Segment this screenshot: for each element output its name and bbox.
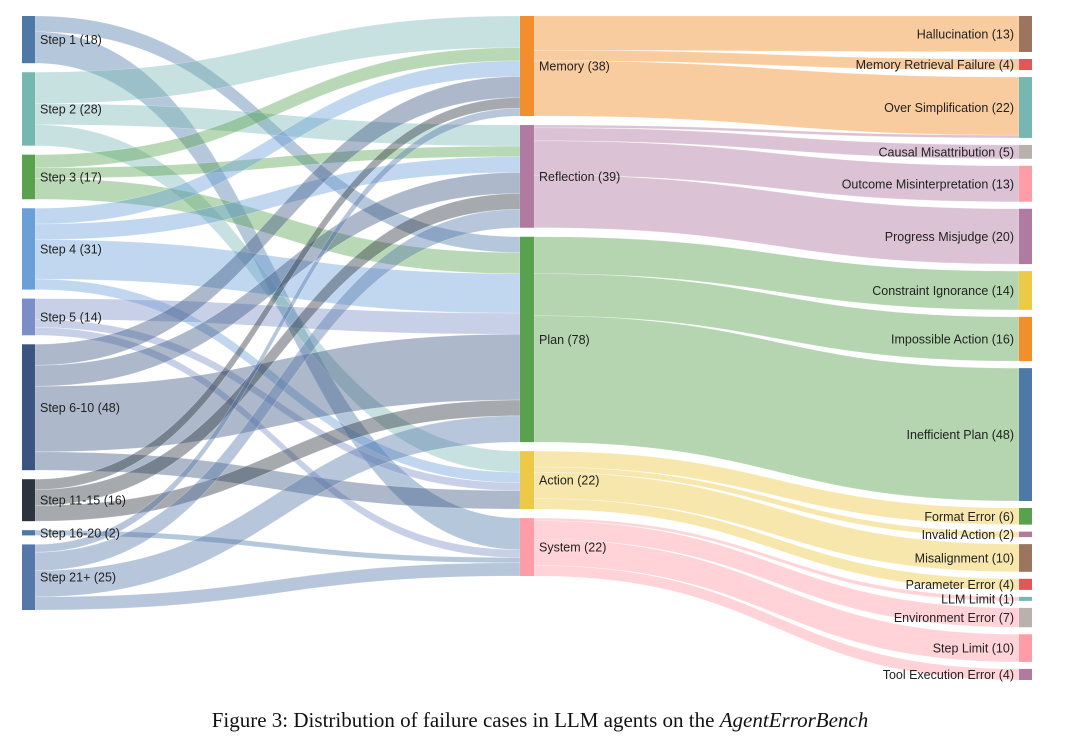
node-label-s5: Step 5 (14) (40, 310, 102, 324)
link-plan-to-constraint (533, 236, 1020, 311)
node-label-param: Parameter Error (4) (906, 578, 1014, 592)
node-label-s21: Step 21+ (25) (40, 571, 116, 585)
node-label-misalign: Misalignment (10) (915, 551, 1014, 565)
node-causal (1019, 144, 1032, 159)
node-system (520, 518, 534, 576)
node-format (1019, 507, 1032, 525)
node-label-system: System (22) (539, 541, 606, 555)
sankey-svg: Step 1 (18) Step 2 (28) Step 3 (17) Step 4 … (22, 15, 1032, 682)
node-memory (520, 16, 534, 117)
node-label-action: Action (22) (539, 474, 599, 488)
node-progress (1019, 208, 1032, 265)
link-reflection-to-outcome (533, 140, 1020, 203)
nodes-layer (22, 16, 1032, 680)
node-label-oversimp: Over Simplification (22) (884, 101, 1014, 115)
link-memory-to-hall (533, 15, 1020, 53)
link-plan-to-impossible (533, 273, 1020, 362)
node-label-reflection: Reflection (39) (539, 170, 620, 184)
node-hall (1019, 16, 1032, 52)
node-label-constraint: Constraint Ignorance (14) (872, 284, 1014, 298)
node-label-progress: Progress Misjudge (20) (885, 230, 1014, 244)
node-label-invalid: Invalid Action (2) (922, 528, 1014, 542)
link-system-to-env (533, 520, 1020, 628)
node-label-memret: Memory Retrieval Failure (4) (856, 58, 1014, 72)
node-s4 (22, 208, 35, 290)
node-llmlimit (1019, 596, 1032, 601)
link-s21-to-reflection (34, 209, 521, 571)
node-plan (520, 236, 534, 443)
node-s21 (22, 544, 35, 610)
node-outcome (1019, 165, 1032, 202)
node-label-causal: Causal Misattribution (5) (879, 145, 1014, 159)
node-label-s6: Step 6-10 (48) (40, 401, 120, 415)
sankey-chart: Step 1 (18) Step 2 (28) Step 3 (17) Step 4 … (22, 15, 1032, 682)
node-label-memory: Memory (38) (539, 60, 610, 74)
link-system-to-llmlimit (533, 517, 1020, 602)
link-action-to-format (533, 450, 1020, 525)
node-label-s1: Step 1 (18) (40, 33, 102, 47)
node-label-s4: Step 4 (31) (40, 242, 102, 256)
node-label-hall: Hallucination (13) (917, 27, 1014, 41)
node-memret (1019, 58, 1032, 71)
node-steplimit (1019, 634, 1032, 662)
caption-benchmark: AgentErrorBench (719, 708, 869, 732)
link-plan-to-inefficient (533, 315, 1020, 502)
labels-layer: Step 1 (18) Step 2 (28) Step 3 (17) Step 4 … (40, 27, 1014, 681)
node-s16 (22, 530, 35, 536)
node-oversimp (1019, 77, 1032, 138)
link-reflection-to-causal (533, 127, 1020, 160)
node-label-s16: Step 16-20 (2) (40, 526, 120, 540)
node-label-plan: Plan (78) (539, 333, 590, 347)
node-label-format: Format Error (6) (924, 510, 1014, 524)
node-label-s2: Step 2 (28) (40, 102, 102, 116)
node-constraint (1019, 271, 1032, 310)
node-invalid (1019, 531, 1032, 538)
caption-prefix: Figure 3: Distribution of failure cases … (211, 708, 720, 732)
node-s3 (22, 154, 35, 200)
node-label-outcome: Outcome Misinterpretation (13) (842, 177, 1014, 191)
node-s6 (22, 344, 35, 471)
node-label-env: Environment Error (7) (894, 611, 1014, 625)
node-s1 (22, 16, 35, 64)
node-label-toolexec: Tool Execution Error (4) (883, 668, 1014, 682)
node-misalign (1019, 544, 1032, 572)
node-action (520, 451, 534, 510)
node-label-steplimit: Step Limit (10) (933, 642, 1014, 656)
node-label-s11: Step 11-15 (16) (40, 494, 126, 508)
links-layer (34, 15, 1020, 681)
node-impossible (1019, 316, 1032, 362)
node-label-impossible: Impossible Action (16) (891, 333, 1014, 347)
node-inefficient (1019, 368, 1032, 501)
node-param (1019, 578, 1032, 590)
node-label-s3: Step 3 (17) (40, 170, 102, 184)
link-action-to-param (533, 498, 1020, 591)
link-s21-to-plan (34, 415, 521, 598)
node-s11 (22, 479, 35, 522)
node-label-inefficient: Inefficient Plan (48) (907, 428, 1014, 442)
node-reflection (520, 125, 534, 228)
node-toolexec (1019, 668, 1032, 680)
figure-caption: Figure 3: Distribution of failure cases … (0, 708, 1080, 733)
node-label-llmlimit: LLM Limit (1) (941, 592, 1014, 606)
node-s2 (22, 72, 35, 146)
node-s5 (22, 298, 35, 336)
node-env (1019, 607, 1032, 628)
